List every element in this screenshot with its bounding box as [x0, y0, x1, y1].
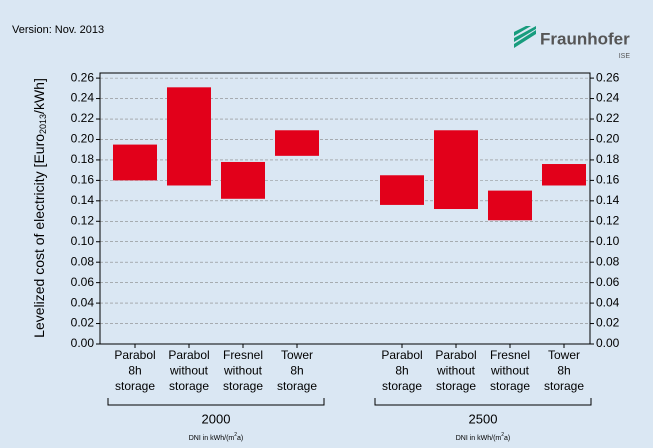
group-sublabel: DNI in kWh/(m2a) — [456, 432, 511, 442]
group-sublabel-part: DNI in kWh/(m — [189, 435, 235, 442]
x-tick-label: Parabol — [381, 348, 422, 362]
group-label: 2000 — [202, 411, 231, 426]
group-bracket — [374, 398, 592, 406]
x-tick-label: storage — [544, 379, 584, 393]
range-bar — [113, 144, 157, 181]
x-tick-label: storage — [382, 379, 422, 393]
y2-tick-label: 0.20 — [596, 132, 620, 146]
y2-tick-label: 0.08 — [596, 254, 620, 268]
range-bar — [488, 190, 532, 221]
y-tick-label: 0.06 — [71, 275, 95, 289]
x-tick-label: Parabol — [168, 348, 209, 362]
x-tick-label: 8h — [290, 364, 303, 378]
logo: Fraunhofer — [540, 29, 630, 48]
logo-icon — [514, 26, 536, 48]
x-tick-label: without — [169, 364, 209, 378]
group-sublabel-part: a) — [237, 435, 243, 442]
x-tick-label: storage — [115, 379, 155, 393]
y2-tick-label: 0.24 — [596, 91, 620, 105]
y-tick-label: 0.12 — [71, 213, 95, 227]
range-bar — [275, 130, 319, 156]
x-tick-label: 8h — [128, 364, 141, 378]
x-tick-label: 8h — [395, 364, 408, 378]
y2-tick-label: 0.22 — [596, 111, 620, 125]
y-tick-label: 0.14 — [71, 193, 95, 207]
version: Version: Nov. 2013 — [12, 24, 104, 36]
y2-tick-label: 0.12 — [596, 213, 620, 227]
y-tick-label: 0.00 — [71, 336, 95, 350]
group-sublabel: DNI in kWh/(m2a) — [189, 432, 244, 442]
y-label-part: /kWh] — [31, 78, 47, 114]
y2-tick-label: 0.00 — [596, 336, 620, 350]
y-tick-label: 0.02 — [71, 316, 95, 330]
x-tick-label: Parabol — [114, 348, 155, 362]
y-tick-label: 0.20 — [71, 132, 95, 146]
x-tick-label: storage — [169, 379, 209, 393]
y-tick-label: 0.22 — [71, 111, 95, 125]
x-tick-label: storage — [277, 379, 317, 393]
x-tick-label: without — [436, 364, 476, 378]
y2-tick-label: 0.04 — [596, 295, 620, 309]
range-bar — [380, 175, 424, 205]
y2-tick-label: 0.02 — [596, 316, 620, 330]
group-sublabel-sup: 2 — [234, 432, 237, 438]
y2-tick-label: 0.06 — [596, 275, 620, 289]
group-label: 2500 — [469, 411, 498, 426]
y2-tick-label: 0.16 — [596, 173, 620, 187]
y-axis-label: Levelized cost of electricity [Euro2013/… — [31, 78, 49, 338]
x-tick-label: without — [223, 364, 263, 378]
y2-tick-label: 0.10 — [596, 234, 620, 248]
group-bracket — [107, 398, 325, 406]
x-tick-label: storage — [490, 379, 530, 393]
x-tick-label: Tower — [548, 348, 580, 362]
y-label-part: Levelized cost of electricity [Euro — [31, 134, 47, 338]
group-sublabel-part: DNI in kWh/(m — [456, 435, 502, 442]
range-bar — [167, 87, 211, 186]
y-tick-label: 0.08 — [71, 254, 95, 268]
group-sublabel-part: a) — [504, 435, 510, 442]
y2-tick-label: 0.18 — [596, 152, 620, 166]
range-bar — [221, 161, 265, 199]
plot-frame — [99, 72, 591, 345]
x-tick-label: without — [490, 364, 530, 378]
group-sublabel-sup: 2 — [501, 432, 504, 438]
x-tick-label: Tower — [281, 348, 313, 362]
x-tick-label: Fresnel — [490, 348, 530, 362]
logo-sub: ISE — [619, 53, 631, 60]
x-tick-label: Parabol — [435, 348, 476, 362]
y-tick-label: 0.16 — [71, 173, 95, 187]
x-tick-label: Fresnel — [223, 348, 263, 362]
y-tick-label: 0.26 — [71, 70, 95, 84]
range-bar — [434, 130, 478, 210]
y-tick-label: 0.04 — [71, 295, 95, 309]
y2-tick-label: 0.14 — [596, 193, 620, 207]
x-tick-label: 8h — [557, 364, 570, 378]
y-tick-label: 0.10 — [71, 234, 95, 248]
y-tick-label: 0.24 — [71, 91, 95, 105]
y-tick-label: 0.18 — [71, 152, 95, 166]
y2-tick-label: 0.26 — [596, 70, 620, 84]
x-tick-label: storage — [223, 379, 263, 393]
x-tick-label: storage — [436, 379, 476, 393]
y-label-sub: 2013 — [38, 114, 48, 134]
range-bar — [542, 164, 586, 186]
